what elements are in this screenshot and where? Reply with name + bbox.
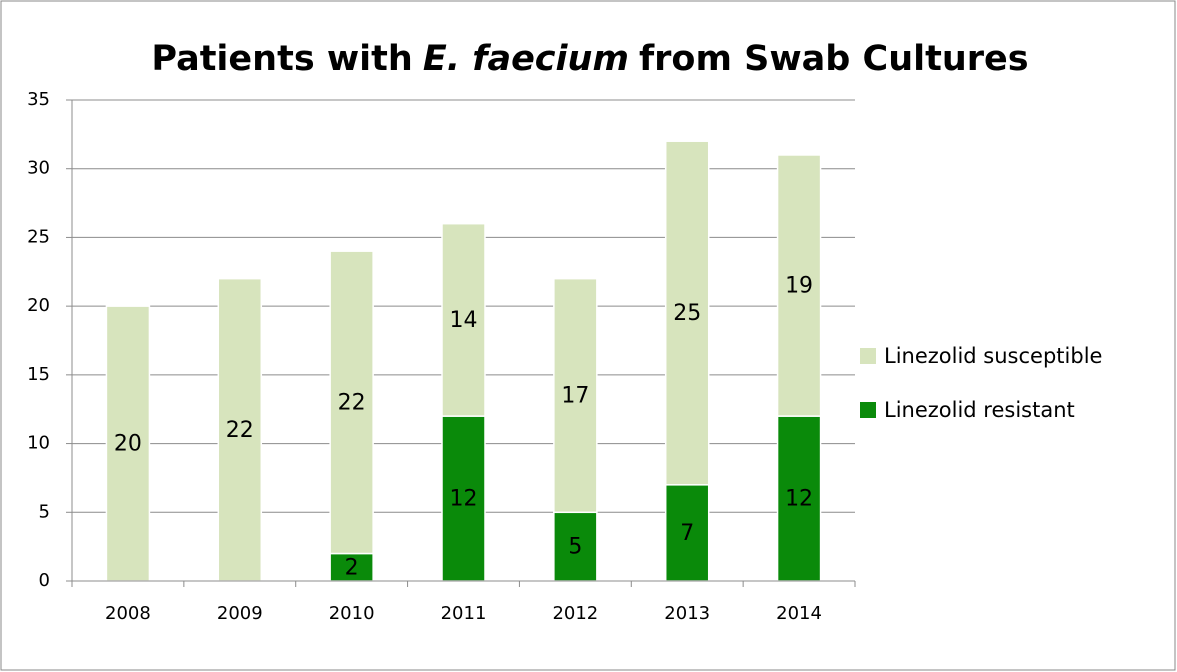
y-tick-label: 0	[39, 570, 50, 591]
x-tick-label: 2014	[776, 603, 822, 624]
x-tick-label: 2013	[664, 603, 710, 624]
data-label: 20	[114, 432, 142, 457]
x-tick-label: 2010	[329, 603, 375, 624]
x-tick-label: 2011	[441, 603, 487, 624]
y-tick-label: 25	[27, 226, 50, 247]
y-tick-label: 20	[27, 295, 50, 316]
y-tick-label: 30	[27, 158, 50, 179]
data-label: 25	[673, 301, 701, 326]
x-tick-label: 2008	[105, 603, 151, 624]
bar-segment	[105, 305, 151, 582]
data-label: 22	[226, 418, 254, 443]
data-label: 12	[785, 487, 813, 512]
data-label: 12	[450, 487, 478, 512]
y-tick-label: 10	[27, 433, 50, 454]
bar-segment	[441, 222, 486, 417]
bar-segment	[664, 140, 710, 486]
y-tick-label: 35	[27, 89, 50, 110]
legend-swatch	[860, 402, 876, 418]
title-part: from Swab Cultures	[639, 39, 1029, 79]
bar-segment	[329, 250, 374, 555]
x-tick-label: 2012	[552, 603, 598, 624]
legend-label: Linezolid susceptible	[884, 344, 1102, 368]
bar-segment	[553, 511, 598, 582]
data-label: 14	[450, 308, 478, 333]
legend-swatch	[860, 348, 876, 364]
data-label: 19	[785, 274, 813, 299]
legend-label: Linezolid resistant	[884, 398, 1075, 422]
title-part: Patients with	[151, 39, 412, 79]
bar-segment	[776, 154, 822, 417]
bar-segment	[553, 277, 598, 514]
bar-segment	[664, 484, 710, 582]
y-tick-label: 15	[27, 364, 50, 385]
bar-segment	[776, 415, 822, 582]
y-tick-label: 5	[39, 501, 50, 522]
data-label: 22	[338, 390, 366, 415]
x-tick-label: 2009	[217, 603, 263, 624]
data-label: 7	[680, 521, 694, 546]
chart-title: Patients with E. faecium from Swab Culture…	[151, 39, 1028, 79]
data-label: 5	[568, 535, 582, 560]
data-label: 2	[345, 555, 359, 580]
data-label: 17	[561, 383, 589, 408]
title-part: E. faecium	[423, 39, 629, 79]
